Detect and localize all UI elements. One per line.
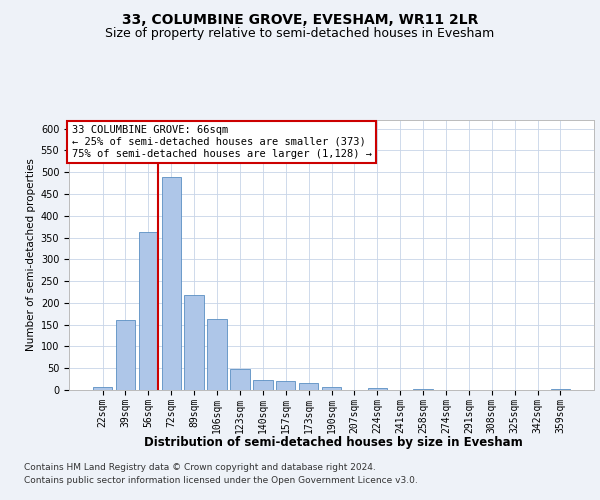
Bar [276, 382, 295, 390]
Bar [253, 380, 272, 390]
Text: Contains public sector information licensed under the Open Government Licence v3: Contains public sector information licen… [24, 476, 418, 485]
Bar [230, 369, 250, 390]
Text: Size of property relative to semi-detached houses in Evesham: Size of property relative to semi-detach… [106, 28, 494, 40]
Bar [322, 387, 341, 390]
Bar [413, 388, 433, 390]
Bar [551, 388, 570, 390]
Text: Distribution of semi-detached houses by size in Evesham: Distribution of semi-detached houses by … [143, 436, 523, 449]
Text: Contains HM Land Registry data © Crown copyright and database right 2024.: Contains HM Land Registry data © Crown c… [24, 464, 376, 472]
Text: 33, COLUMBINE GROVE, EVESHAM, WR11 2LR: 33, COLUMBINE GROVE, EVESHAM, WR11 2LR [122, 12, 478, 26]
Bar [161, 176, 181, 390]
Bar [184, 295, 204, 390]
Bar [116, 320, 135, 390]
Bar [139, 232, 158, 390]
Bar [368, 388, 387, 390]
Bar [208, 319, 227, 390]
Y-axis label: Number of semi-detached properties: Number of semi-detached properties [26, 158, 37, 352]
Bar [93, 386, 112, 390]
Bar [299, 384, 319, 390]
Text: 33 COLUMBINE GROVE: 66sqm
← 25% of semi-detached houses are smaller (373)
75% of: 33 COLUMBINE GROVE: 66sqm ← 25% of semi-… [71, 126, 371, 158]
